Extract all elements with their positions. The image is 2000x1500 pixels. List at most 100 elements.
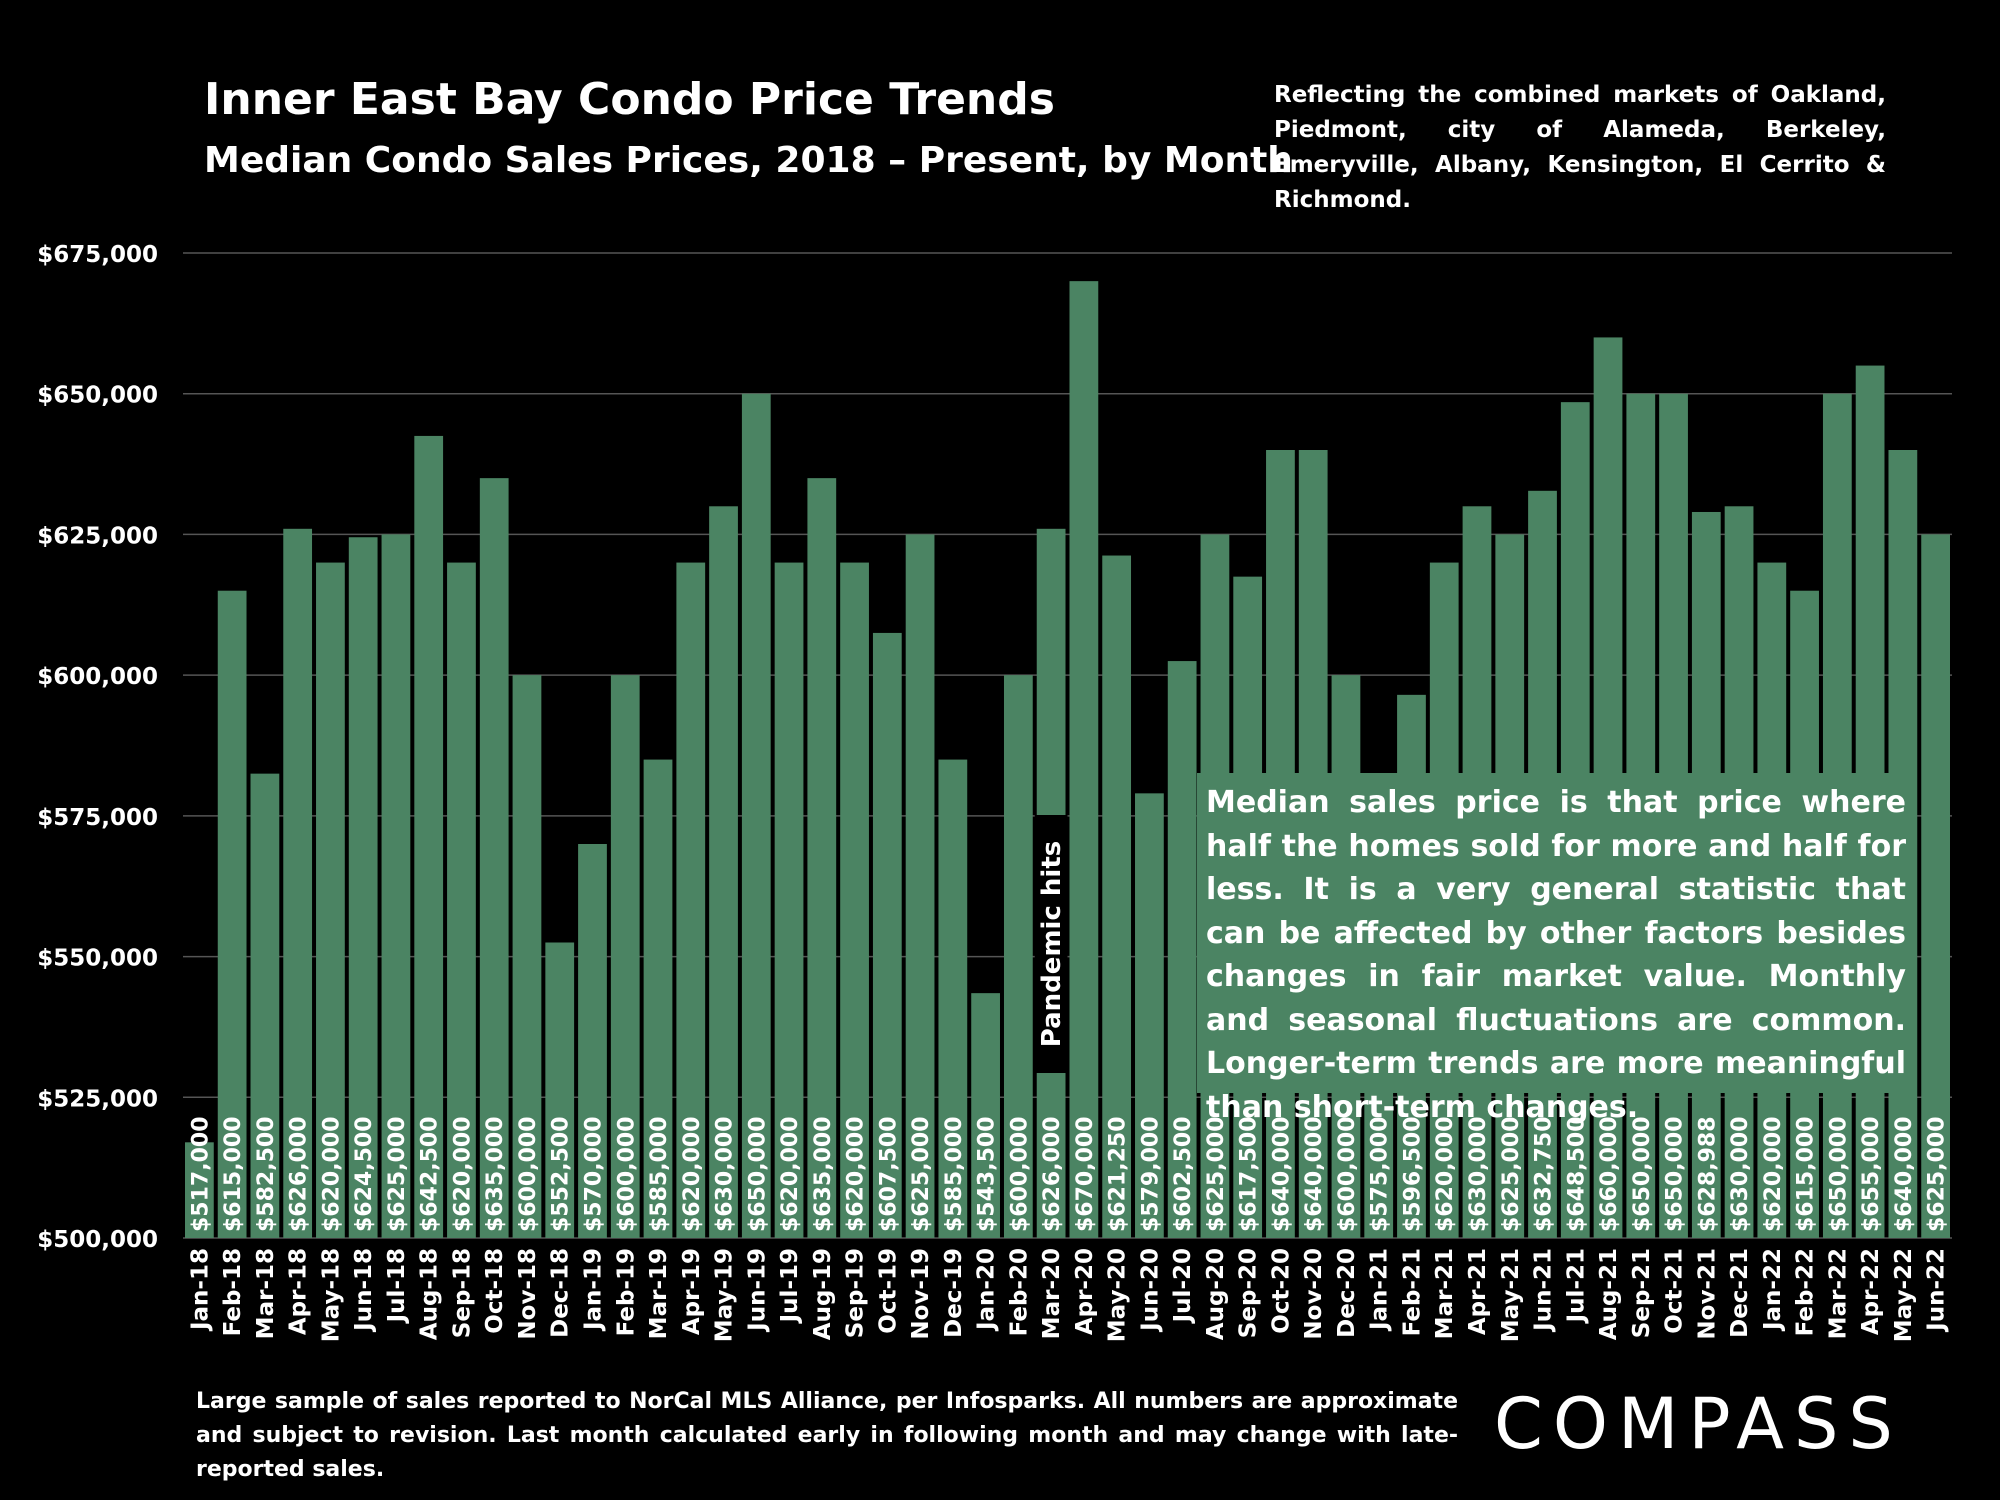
x-tick-label: May-22 [1891, 1248, 1917, 1342]
bar-value-label: $640,000 [1892, 1116, 1917, 1232]
bar [741, 393, 771, 1238]
x-tick-label: Apr-21 [1465, 1248, 1491, 1335]
bar [479, 478, 509, 1239]
x-tick-label: Mar-21 [1432, 1248, 1458, 1339]
bar [1003, 675, 1033, 1238]
bar [1069, 281, 1099, 1239]
pandemic-annotation: Pandemic hits [1037, 841, 1067, 1047]
x-tick-label: Nov-20 [1301, 1248, 1327, 1340]
y-tick-label: $575,000 [37, 805, 158, 831]
x-tick-label: Feb-21 [1399, 1248, 1425, 1336]
bar-value-label: $596,500 [1400, 1116, 1425, 1232]
bar-value-label: $600,000 [1335, 1116, 1360, 1232]
bar-value-label: $640,000 [1302, 1116, 1327, 1232]
bar-value-label: $650,000 [1663, 1116, 1688, 1232]
bar-value-label: $640,000 [1269, 1116, 1294, 1232]
bar-value-label: $625,000 [1499, 1116, 1524, 1232]
bar-value-label: $543,500 [975, 1116, 1000, 1232]
annotation: Pandemic hits [1034, 815, 1068, 1073]
bar-value-label: $628,988 [1695, 1116, 1720, 1232]
bar [414, 435, 444, 1238]
x-tick-label: Mar-19 [646, 1248, 672, 1339]
y-tick-label: $625,000 [37, 523, 158, 549]
x-tick-label: Oct-20 [1268, 1248, 1294, 1334]
x-tick-label: Jun-18 [351, 1248, 377, 1333]
bar-value-label: $621,250 [1106, 1116, 1131, 1232]
x-tick-label: Feb-19 [613, 1248, 639, 1336]
x-tick-label: Jun-21 [1531, 1248, 1557, 1333]
bar [610, 675, 640, 1238]
x-tick-label: Aug-19 [810, 1248, 836, 1340]
y-tick-label: $525,000 [37, 1086, 158, 1112]
footer-note: Large sample of sales reported to NorCal… [196, 1389, 1458, 1482]
x-tick-label: Apr-20 [1072, 1248, 1098, 1335]
chart-subtitle: Median Condo Sales Prices, 2018 – Presen… [204, 140, 1293, 181]
y-tick-label: $550,000 [37, 946, 158, 972]
bar-value-label: $650,000 [1630, 1116, 1655, 1232]
bar-value-label: $625,000 [1925, 1116, 1950, 1232]
bar-value-label: $615,000 [1794, 1116, 1819, 1232]
bar [905, 534, 935, 1238]
bar [316, 562, 345, 1238]
x-tick-label: Jul-18 [384, 1248, 410, 1324]
x-tick-label: Apr-18 [286, 1248, 312, 1335]
bar-value-label: $620,000 [1433, 1116, 1458, 1232]
x-tick-label: Aug-21 [1596, 1248, 1622, 1340]
x-tick-label: Mar-18 [253, 1248, 279, 1339]
bar-value-label: $579,000 [1138, 1116, 1163, 1232]
bar-value-label: $632,750 [1532, 1116, 1557, 1232]
bar-value-label: $585,000 [647, 1116, 672, 1232]
x-tick-label: Aug-18 [417, 1248, 443, 1340]
bar [381, 534, 411, 1238]
y-tick-label: $675,000 [37, 242, 158, 268]
bar-value-label: $620,000 [680, 1116, 705, 1232]
bar-value-label: $624,500 [352, 1116, 377, 1232]
bar [1102, 555, 1132, 1238]
bar-value-label: $625,000 [909, 1116, 934, 1232]
bar-value-label: $630,000 [1466, 1116, 1491, 1232]
bar-value-label: $575,000 [1368, 1116, 1393, 1232]
chart-title: Inner East Bay Condo Price Trends [204, 74, 1055, 125]
x-tick-label: May-18 [318, 1248, 344, 1342]
bar-value-label: $642,500 [418, 1116, 443, 1232]
bar-value-label: $600,000 [1007, 1116, 1032, 1232]
x-tick-label: May-20 [1105, 1248, 1131, 1342]
markets-note: Reflecting the combined markets of Oakla… [1274, 82, 1886, 213]
compass-logo: COMPASS [1494, 1383, 1903, 1465]
x-tick-label: Dec-21 [1727, 1248, 1753, 1338]
bar [348, 537, 378, 1238]
bar-value-label: $670,000 [1073, 1116, 1098, 1232]
bar-value-label: $620,000 [1761, 1116, 1786, 1232]
bar-value-label: $615,000 [221, 1116, 246, 1232]
x-tick-label: Oct-18 [482, 1248, 508, 1334]
bar-value-label: $600,000 [516, 1116, 541, 1232]
x-tick-label: Jan-18 [187, 1248, 213, 1332]
bar [807, 478, 837, 1239]
x-tick-label: Sep-19 [843, 1248, 869, 1338]
x-axis-labels: Jan-18 Feb-18 Mar-18 Apr-18 May-18 Jun-18 Jul-… [187, 1248, 1949, 1342]
x-tick-label: Nov-18 [515, 1248, 541, 1340]
bar [840, 562, 869, 1238]
bar [676, 562, 706, 1238]
x-tick-label: Feb-20 [1006, 1248, 1032, 1336]
y-axis-labels: $500,000 $525,000 $550,000 $575,000 $600,000… [37, 242, 158, 1253]
bar-value-label: $620,000 [450, 1116, 475, 1232]
bar-value-label: $630,000 [1728, 1116, 1753, 1232]
bar-chart: $500,000 $525,000 $550,000 $575,000 $600,000… [37, 242, 1952, 1342]
bar [643, 759, 673, 1238]
x-tick-label: Aug-20 [1203, 1248, 1229, 1340]
bar-value-label: $660,000 [1597, 1116, 1622, 1232]
x-tick-label: Feb-22 [1793, 1248, 1819, 1336]
annotation-background [1034, 815, 1068, 1073]
x-tick-label: Jun-22 [1924, 1248, 1950, 1333]
y-tick-label: $500,000 [37, 1227, 158, 1253]
bar-value-label: $625,000 [385, 1116, 410, 1232]
bar-value-label: $626,000 [1040, 1116, 1065, 1232]
bar [1921, 534, 1950, 1238]
x-tick-label: May-19 [712, 1248, 738, 1342]
x-tick-label: Sep-20 [1236, 1248, 1262, 1338]
x-tick-label: Apr-22 [1858, 1248, 1884, 1335]
bar [185, 1142, 214, 1238]
bar-value-label: $600,000 [614, 1116, 639, 1232]
bar-value-label: $585,000 [942, 1116, 967, 1232]
